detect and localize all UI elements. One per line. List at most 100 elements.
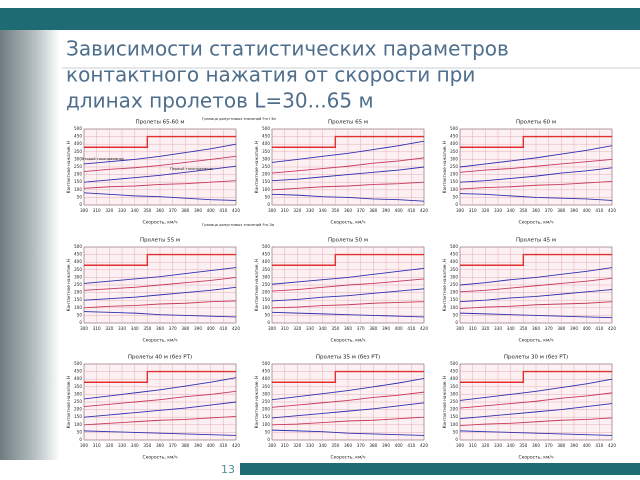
x-tick-label: 310 [93, 208, 101, 213]
x-tick-label: 300 [80, 326, 88, 331]
y-tick-label: 150 [262, 297, 270, 302]
y-tick-label: 450 [450, 134, 458, 139]
series-line [83, 430, 237, 436]
x-tick-label: 340 [131, 443, 139, 448]
x-tick-label: 360 [156, 208, 164, 213]
x-tick-label: 340 [131, 208, 139, 213]
x-tick-label: 420 [420, 326, 428, 331]
x-tick-label: 390 [382, 443, 390, 448]
y-tick-label: 50 [453, 194, 459, 199]
x-tick-label: 370 [357, 443, 365, 448]
x-tick-label: 420 [232, 326, 240, 331]
series-line [272, 135, 424, 148]
y-tick-label: 50 [265, 312, 271, 317]
x-tick-label: 300 [80, 208, 88, 213]
y-tick-label: 50 [77, 312, 83, 317]
y-tick-label: 500 [450, 361, 458, 366]
y-tick-label: 450 [450, 252, 458, 257]
chart-title: Пролеты 40 м (без РТ) [128, 355, 192, 361]
page-number: 13 [221, 463, 235, 476]
x-tick-label: 380 [369, 326, 377, 331]
x-tick-label: 370 [169, 326, 177, 331]
x-tick-label: 300 [268, 326, 276, 331]
y-tick-label: 150 [262, 179, 270, 184]
y-tick-label: 300 [74, 391, 82, 396]
x-tick-label: 420 [232, 443, 240, 448]
y-axis-label: Контактное нажатие, Н [66, 259, 71, 312]
x-tick-label: 380 [557, 208, 565, 213]
x-tick-label: 360 [344, 443, 352, 448]
y-tick-label: 0 [455, 202, 458, 207]
x-tick-label: 400 [207, 326, 215, 331]
x-tick-label: 390 [382, 208, 390, 213]
series-line [83, 401, 237, 418]
series-line [271, 311, 425, 318]
x-tick-label: 320 [293, 326, 301, 331]
x-tick-label: 410 [407, 443, 415, 448]
x-tick-label: 340 [507, 443, 515, 448]
y-tick-label: 450 [450, 369, 458, 374]
y-tick-label: 500 [262, 126, 270, 131]
x-tick-label: 300 [456, 443, 464, 448]
y-tick-label: 250 [262, 282, 270, 287]
y-tick-label: 500 [450, 244, 458, 249]
x-tick-label: 300 [456, 208, 464, 213]
x-tick-label: 320 [481, 443, 489, 448]
x-tick-label: 300 [80, 443, 88, 448]
y-tick-label: 300 [262, 156, 270, 161]
y-tick-label: 100 [74, 305, 82, 310]
x-tick-label: 410 [595, 443, 603, 448]
x-tick-label: 420 [420, 208, 428, 213]
y-tick-label: 400 [262, 259, 270, 264]
series-line [83, 276, 237, 291]
x-tick-label: 370 [545, 326, 553, 331]
chart-title: Пролеты 65-60 м [135, 120, 184, 126]
x-tick-label: 400 [395, 443, 403, 448]
y-tick-label: 250 [450, 399, 458, 404]
y-tick-label: 300 [74, 274, 82, 279]
y-tick-label: 350 [450, 384, 458, 389]
y-tick-label: 200 [262, 172, 270, 177]
y-tick-label: 150 [74, 179, 82, 184]
x-tick-label: 410 [407, 208, 415, 213]
y-tick-label: 0 [267, 320, 270, 325]
y-tick-label: 100 [450, 305, 458, 310]
y-tick-label: 450 [262, 369, 270, 374]
series-line [459, 403, 613, 420]
y-tick-label: 450 [262, 134, 270, 139]
annotation: Граница допустимых значений Fm-3σ [202, 223, 275, 227]
y-tick-label: 50 [265, 194, 271, 199]
y-tick-label: 200 [262, 407, 270, 412]
series-line [271, 288, 425, 302]
x-tick-label: 400 [583, 326, 591, 331]
y-tick-label: 100 [74, 187, 82, 192]
y-tick-label: 400 [450, 376, 458, 381]
y-tick-label: 500 [262, 244, 270, 249]
x-tick-label: 420 [608, 443, 616, 448]
x-tick-label: 360 [344, 208, 352, 213]
y-tick-label: 250 [74, 164, 82, 169]
x-tick-label: 410 [407, 326, 415, 331]
x-tick-label: 390 [570, 443, 578, 448]
y-tick-label: 300 [450, 156, 458, 161]
y-tick-label: 150 [450, 297, 458, 302]
y-tick-label: 0 [79, 202, 82, 207]
series-line [459, 193, 613, 201]
series-line [83, 377, 237, 400]
x-tick-label: 400 [207, 443, 215, 448]
x-tick-label: 350 [519, 326, 527, 331]
x-axis-label: Скорость, км/ч [330, 338, 365, 344]
y-tick-label: 450 [262, 252, 270, 257]
x-tick-label: 360 [532, 208, 540, 213]
x-tick-label: 340 [131, 326, 139, 331]
y-axis-label: Контактное нажатие, Н [66, 376, 71, 429]
x-tick-label: 340 [507, 208, 515, 213]
x-axis-label: Скорость, км/ч [142, 220, 177, 226]
y-tick-label: 350 [450, 267, 458, 272]
x-tick-label: 330 [494, 208, 502, 213]
y-tick-label: 300 [262, 391, 270, 396]
x-tick-label: 360 [156, 326, 164, 331]
x-tick-label: 330 [306, 208, 314, 213]
y-tick-label: 350 [262, 267, 270, 272]
y-tick-label: 450 [74, 369, 82, 374]
